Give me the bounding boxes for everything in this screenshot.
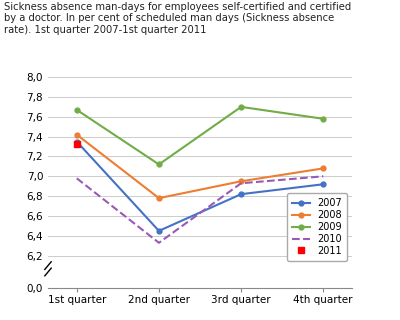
Text: Sickness absence man-days for employees self-certified and certified
by a doctor: Sickness absence man-days for employees … <box>4 2 351 35</box>
Legend: 2007, 2008, 2009, 2010, 2011: 2007, 2008, 2009, 2010, 2011 <box>287 193 347 261</box>
